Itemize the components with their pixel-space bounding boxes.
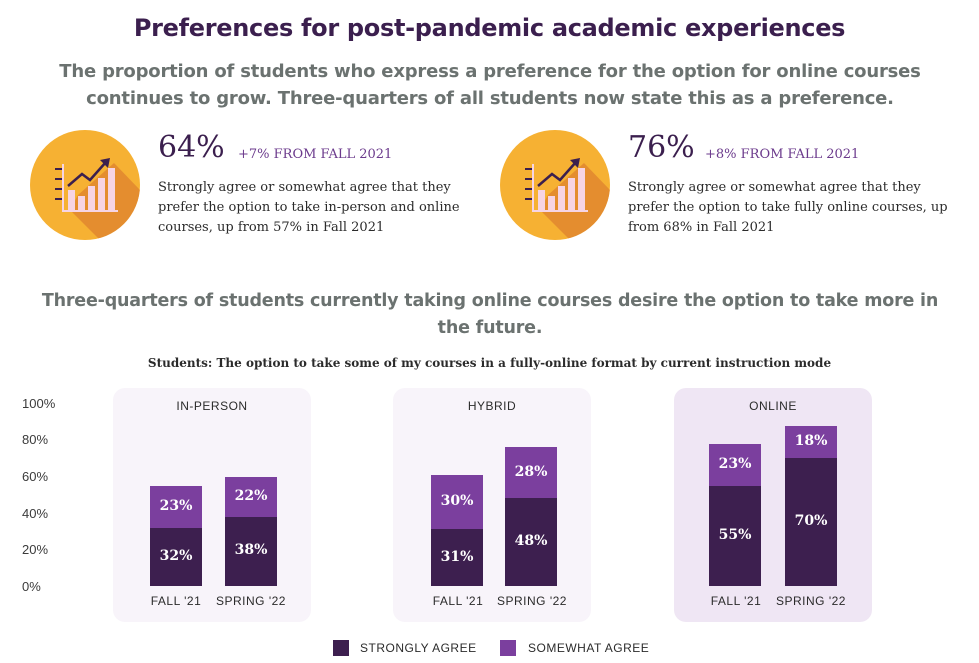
bar-strongly-agree	[225, 516, 277, 586]
stat-percent: 76%	[628, 130, 695, 165]
stat-change: +7% FROM FALL 2021	[238, 147, 393, 162]
bar-label-strongly: 31%	[440, 548, 474, 565]
bar-label-strongly: 32%	[159, 547, 193, 564]
x-axis-label: FALL '21	[710, 594, 762, 608]
x-axis-label: FALL '21	[150, 594, 202, 608]
y-tick-label: 0%	[22, 579, 41, 594]
bar-strongly-agree	[150, 527, 202, 586]
bar-label-somewhat: 22%	[234, 487, 268, 504]
bar-label-somewhat: 18%	[794, 432, 828, 449]
bar-somewhat-agree	[505, 447, 557, 499]
bar-somewhat-agree	[150, 485, 202, 528]
y-tick-label: 40%	[22, 506, 49, 521]
section-title: Three-quarters of students currently tak…	[41, 291, 939, 338]
bar-label-strongly: 48%	[514, 533, 548, 550]
stat-percent: 64%	[158, 130, 225, 165]
bar-label-somewhat: 28%	[514, 463, 548, 480]
bar-strongly-agree	[785, 458, 837, 586]
bar-somewhat-agree	[785, 425, 837, 459]
chart-title: Students: The option to take some of my …	[147, 356, 832, 370]
legend: STRONGLY AGREE SOMEWHAT AGREE	[0, 638, 979, 658]
bar-label-somewhat: 30%	[440, 493, 474, 510]
panel-in-person	[113, 388, 311, 622]
bar-strongly-agree	[431, 529, 483, 586]
group-label-hybrid: HYBRID	[467, 399, 517, 413]
y-tick-label: 100%	[22, 396, 56, 411]
stat-description: Strongly agree or somewhat agree that th…	[158, 180, 460, 235]
bar-somewhat-agree	[709, 443, 761, 486]
growth-chart-icon	[30, 130, 140, 240]
bar-strongly-agree	[505, 498, 557, 586]
stat-description: Strongly agree or somewhat agree that th…	[628, 180, 948, 235]
legend-label-somewhat: SOMEWHAT AGREE	[528, 641, 650, 655]
bar-somewhat-agree	[225, 476, 277, 517]
bar-label-somewhat: 23%	[718, 455, 752, 472]
bar-somewhat-agree	[431, 474, 483, 530]
legend-swatch-strongly	[333, 640, 349, 656]
legend-label-strongly: STRONGLY AGREE	[360, 641, 477, 655]
panel-hybrid	[393, 388, 591, 622]
y-tick-label: 80%	[22, 432, 49, 447]
x-axis-label: SPRING '22	[776, 594, 846, 608]
stat-change: +8% FROM FALL 2021	[705, 147, 860, 162]
bar-strongly-agree	[709, 485, 761, 586]
page-subtitle: The proportion of students who express a…	[59, 61, 921, 109]
panel-online	[674, 388, 872, 622]
bar-label-strongly: 55%	[718, 526, 752, 543]
y-tick-label: 60%	[22, 469, 49, 484]
group-label-online: ONLINE	[749, 399, 797, 413]
bar-label-somewhat: 23%	[159, 497, 193, 514]
group-label-in-person: IN-PERSON	[176, 399, 248, 413]
x-axis-label: FALL '21	[432, 594, 484, 608]
legend-swatch-somewhat	[500, 640, 516, 656]
page-title: Preferences for post-pandemic academic e…	[133, 14, 846, 42]
x-axis-label: SPRING '22	[216, 594, 286, 608]
bar-label-strongly: 70%	[794, 513, 828, 530]
y-tick-label: 20%	[22, 542, 49, 557]
growth-chart-icon	[500, 130, 610, 240]
bar-label-strongly: 38%	[234, 542, 268, 559]
x-axis-label: SPRING '22	[497, 594, 567, 608]
